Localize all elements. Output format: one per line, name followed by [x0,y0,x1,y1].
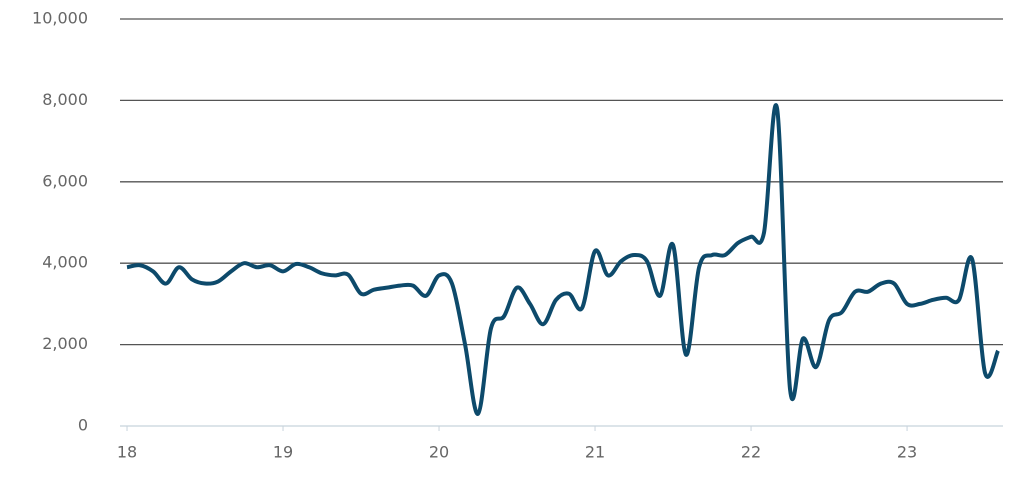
x-tick-label: 22 [741,443,761,462]
y-tick-label: 8,000 [42,90,88,109]
y-tick-label: 10,000 [32,9,88,28]
y-tick-label: 6,000 [42,171,88,190]
x-tick-label: 23 [897,443,917,462]
y-tick-label: 2,000 [42,334,88,353]
x-tick-label: 19 [273,443,293,462]
y-tick-label: 4,000 [42,253,88,272]
x-tick-label: 20 [429,443,449,462]
x-tick-label: 18 [117,443,137,462]
x-tick-label: 21 [585,443,605,462]
y-tick-label: 0 [78,416,88,435]
data-line [126,103,1000,416]
